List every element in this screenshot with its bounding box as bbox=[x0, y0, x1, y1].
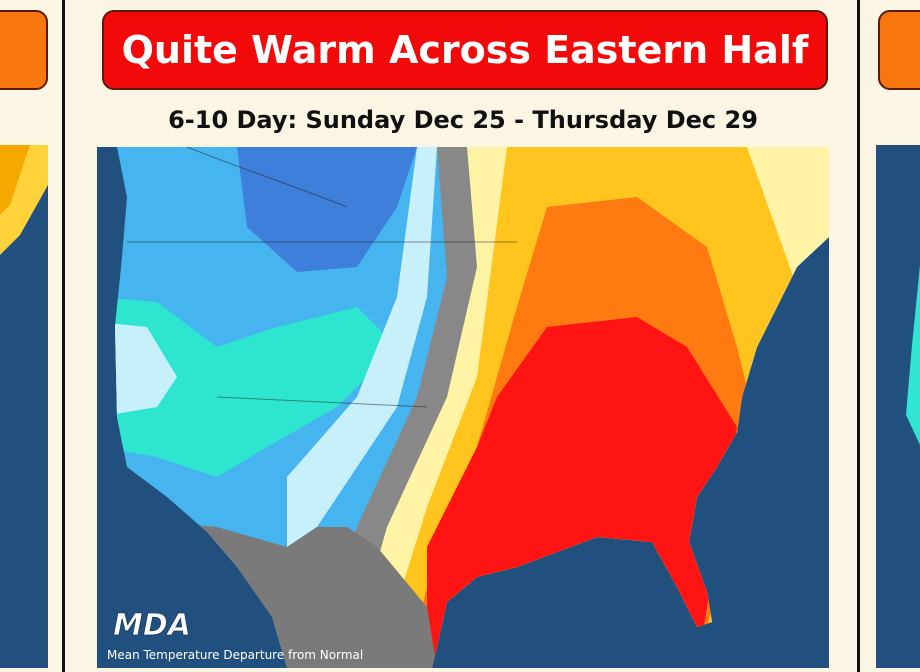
divider bbox=[857, 0, 860, 672]
side-map bbox=[0, 145, 48, 668]
side-banner bbox=[878, 10, 920, 90]
subtitle: 6-10 Day: Sunday Dec 25 - Thursday Dec 2… bbox=[168, 106, 758, 134]
side-map bbox=[876, 145, 920, 668]
map: MDA Mean Temperature Departure from Norm… bbox=[97, 147, 829, 668]
side-banner bbox=[0, 10, 48, 90]
logo: MDA bbox=[113, 608, 191, 643]
caption: Mean Temperature Departure from Normal bbox=[107, 648, 363, 662]
title: Quite Warm Across Eastern Half bbox=[102, 10, 828, 90]
divider bbox=[62, 0, 65, 672]
